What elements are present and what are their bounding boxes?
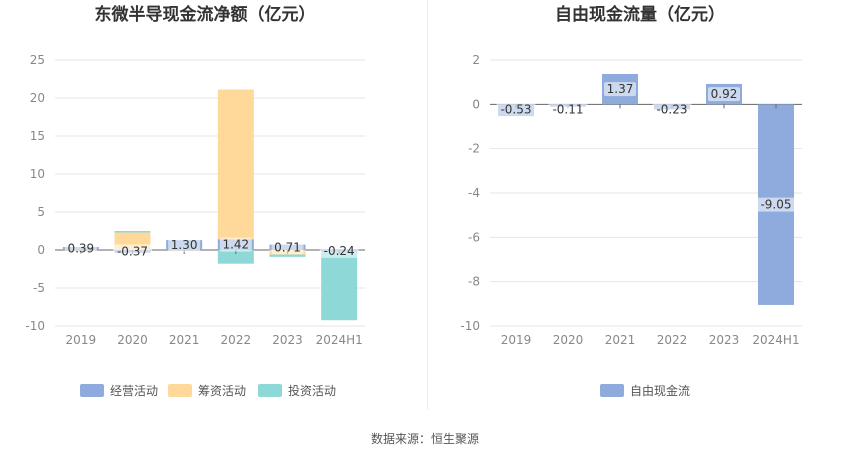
data-label: 0.92 — [711, 87, 738, 101]
y-tick-label: -2 — [468, 142, 480, 156]
data-label: -0.37 — [117, 244, 148, 258]
chart-title: 东微半导现金流净额（亿元） — [95, 4, 316, 25]
y-tick-label: 25 — [30, 53, 45, 67]
legend-label: 筹资活动 — [198, 384, 246, 398]
data-label-bg — [496, 102, 536, 117]
data-label: -0.53 — [500, 102, 531, 116]
bar-投资活动 — [217, 250, 254, 264]
legend-label: 投资活动 — [288, 383, 336, 398]
data-label: 1.30 — [171, 238, 198, 252]
x-tick-label: 2023 — [272, 333, 303, 347]
x-tick-label: 2021 — [169, 333, 200, 347]
data-label: 1.37 — [607, 82, 634, 96]
y-tick-label: 0 — [37, 243, 45, 257]
panel-divider — [427, 0, 428, 410]
x-tick-label: 2023 — [709, 333, 740, 347]
data-label-bg — [652, 102, 692, 117]
bar-筹资活动 — [217, 89, 254, 240]
x-tick-label: 2021 — [605, 333, 636, 347]
legend-swatch — [258, 384, 282, 397]
legend-swatch — [80, 384, 104, 397]
x-tick-label: 2020 — [117, 333, 148, 347]
data-label: -0.23 — [656, 102, 687, 116]
data-label: 0.39 — [67, 242, 94, 256]
data-label-bg — [64, 241, 97, 256]
x-tick-label: 2019 — [501, 333, 532, 347]
x-tick-label: 2024H1 — [316, 333, 363, 347]
y-tick-label: 2 — [472, 53, 480, 67]
y-tick-label: 15 — [30, 129, 45, 143]
data-label-bg — [219, 237, 252, 252]
x-tick-label: 2022 — [221, 333, 252, 347]
y-tick-label: 5 — [37, 205, 45, 219]
bar-投资活动 — [269, 254, 306, 257]
legend-swatch — [168, 384, 192, 397]
x-tick-label: 2022 — [657, 333, 688, 347]
legend-swatch — [600, 384, 624, 397]
y-tick-label: 10 — [30, 167, 45, 181]
y-tick-label: 20 — [30, 91, 45, 105]
data-label-bg — [548, 102, 588, 117]
y-tick-label: -10 — [25, 319, 45, 333]
data-label-bg — [168, 238, 201, 253]
data-label-bg — [113, 244, 152, 259]
data-label: 0.71 — [274, 240, 301, 254]
bar-投资活动 — [321, 251, 358, 321]
data-label-bg — [271, 240, 304, 255]
legend-label: 自由现金流 — [630, 383, 690, 398]
y-tick-label: -10 — [460, 319, 480, 333]
x-tick-label: 2020 — [553, 333, 584, 347]
y-tick-label: 0 — [472, 97, 480, 111]
x-tick-label: 2024H1 — [752, 333, 799, 347]
legend-label: 经营活动 — [110, 384, 158, 398]
data-label-bg — [604, 82, 636, 97]
data-label: -9.05 — [760, 198, 791, 212]
data-label-bg — [708, 87, 740, 102]
data-source-footer: 数据来源：恒生聚源 — [370, 432, 479, 446]
data-label-bg — [756, 197, 796, 212]
y-tick-label: -4 — [468, 186, 480, 200]
x-tick-label: 2019 — [66, 333, 97, 347]
y-tick-label: -5 — [33, 281, 45, 295]
bar-投资活动 — [114, 231, 151, 233]
data-label: -0.11 — [552, 102, 583, 116]
data-label-bg — [319, 243, 359, 258]
data-label: -0.24 — [324, 244, 355, 258]
data-label: 1.42 — [222, 238, 249, 252]
chart-title: 自由现金流量（亿元） — [555, 4, 725, 25]
y-tick-label: -6 — [468, 230, 480, 244]
y-tick-label: -8 — [468, 275, 480, 289]
